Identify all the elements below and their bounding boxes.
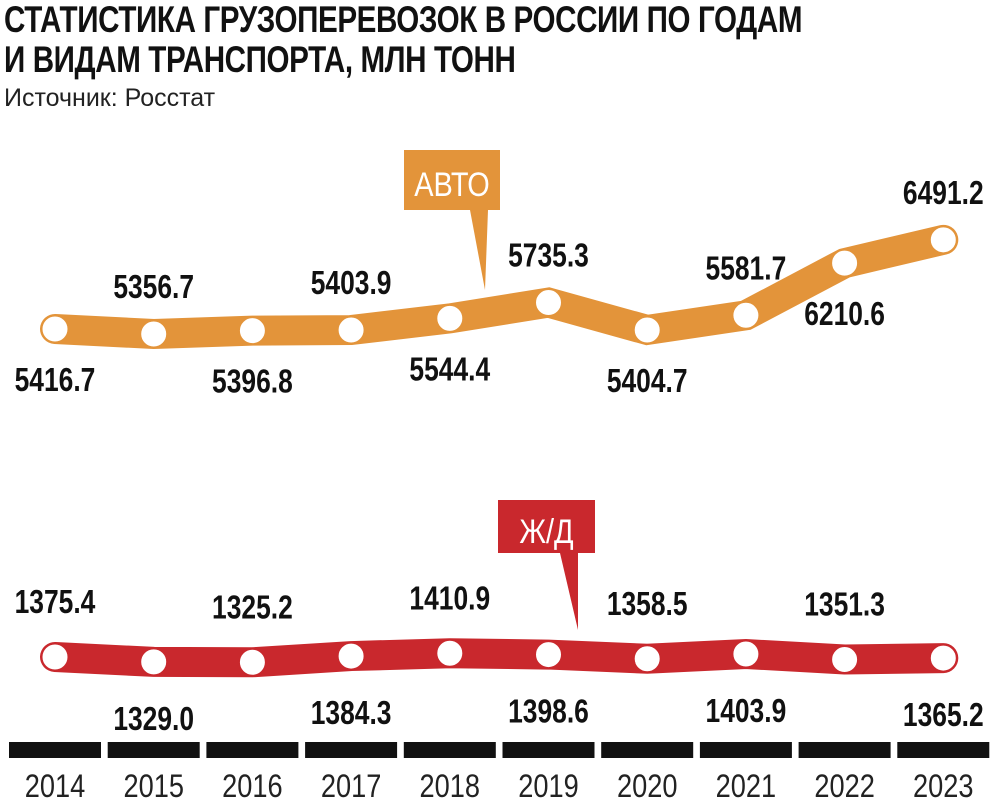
x-tick-label: 2019 (518, 769, 578, 802)
data-point (732, 640, 760, 668)
callout-box (498, 500, 595, 553)
series-name-label: Ж/Д (519, 512, 573, 551)
axis-segment (798, 742, 891, 758)
data-label: 5416.7 (15, 362, 96, 398)
callout-pointer (470, 210, 488, 290)
data-point (41, 643, 69, 671)
axis-segment (699, 742, 792, 758)
axis-segment (897, 742, 990, 758)
series-rail: 1375.4 1329.0 1325.2 1384.3 1410.9 1398.6 1358… (15, 500, 984, 738)
x-tick-label: 2018 (420, 769, 480, 802)
data-point (929, 226, 957, 254)
data-label: 5544.4 (409, 352, 490, 388)
data-label: 5404.7 (607, 363, 688, 399)
data-point (436, 304, 464, 332)
x-tick-label: 2020 (617, 769, 677, 802)
x-tick-label: 2016 (222, 769, 282, 802)
series-auto: 5416.7 5356.7 5396.8 5403.9 5544.4 5735.3 5404… (15, 150, 984, 400)
data-label: 1384.3 (311, 695, 392, 731)
data-label: 1358.5 (607, 586, 688, 622)
chart-title: СТАТИСТИКА ГРУЗОПЕРЕВОЗОК В РОССИИ ПО ГО… (4, 0, 803, 80)
data-point (633, 316, 661, 344)
axis-segment (305, 742, 398, 758)
data-point (535, 289, 562, 317)
data-point (929, 644, 957, 672)
data-point (337, 316, 365, 344)
title-line-1: СТАТИСТИКА ГРУЗОПЕРЕВОЗОК В РОССИИ ПО ГО… (4, 0, 803, 40)
data-point (140, 320, 168, 348)
data-point (535, 641, 562, 669)
data-point (238, 317, 266, 345)
data-point (41, 315, 69, 343)
data-label: 5356.7 (113, 269, 194, 305)
data-point (732, 301, 760, 329)
data-label: 1410.9 (409, 581, 490, 617)
data-label: 6491.2 (903, 175, 984, 211)
data-label: 5403.9 (311, 265, 392, 301)
axis-segment (9, 742, 101, 758)
data-label: 1329.0 (113, 701, 194, 737)
data-point (436, 639, 464, 667)
title-line-2: И ВИДАМ ТРАНСПОРТА, МЛН ТОНН (4, 39, 516, 80)
axis-segment (502, 742, 595, 758)
x-tick-label: 2017 (321, 769, 381, 802)
data-point (831, 249, 859, 277)
callout-pointer (560, 553, 578, 630)
series-name-label: АВТО (414, 165, 489, 204)
x-tick-label: 2022 (814, 769, 874, 802)
data-point (633, 645, 661, 673)
data-label: 1398.6 (508, 694, 589, 730)
axis-segment (601, 742, 694, 758)
series-line (40, 638, 959, 678)
data-label: 1403.9 (706, 693, 787, 729)
axis-segment (403, 742, 496, 758)
callout-box (404, 150, 500, 210)
chart-source: Источник: Росстат (4, 84, 216, 112)
data-label: 1325.2 (212, 590, 293, 626)
data-label: 1375.4 (15, 584, 96, 620)
data-point (238, 648, 266, 676)
data-point (831, 646, 859, 674)
series-line (40, 224, 959, 349)
data-label: 6210.6 (804, 296, 885, 332)
data-label: 1365.2 (903, 697, 984, 733)
x-tick-label: 2021 (716, 769, 776, 802)
axis-segment (206, 742, 299, 758)
data-label: 1351.3 (804, 587, 885, 623)
data-label: 5735.3 (508, 238, 589, 274)
data-point (140, 648, 168, 676)
axis-segment (107, 742, 200, 758)
data-label: 5396.8 (212, 364, 293, 400)
x-tick-label: 2023 (913, 769, 973, 802)
x-axis: 2014 2015 2016 2017 2018 2019 2020 2021 2022 2023 (9, 742, 990, 802)
x-tick-label: 2014 (25, 769, 85, 802)
data-label: 5581.7 (706, 251, 787, 287)
x-tick-label: 2015 (123, 769, 183, 802)
data-point (337, 642, 365, 670)
